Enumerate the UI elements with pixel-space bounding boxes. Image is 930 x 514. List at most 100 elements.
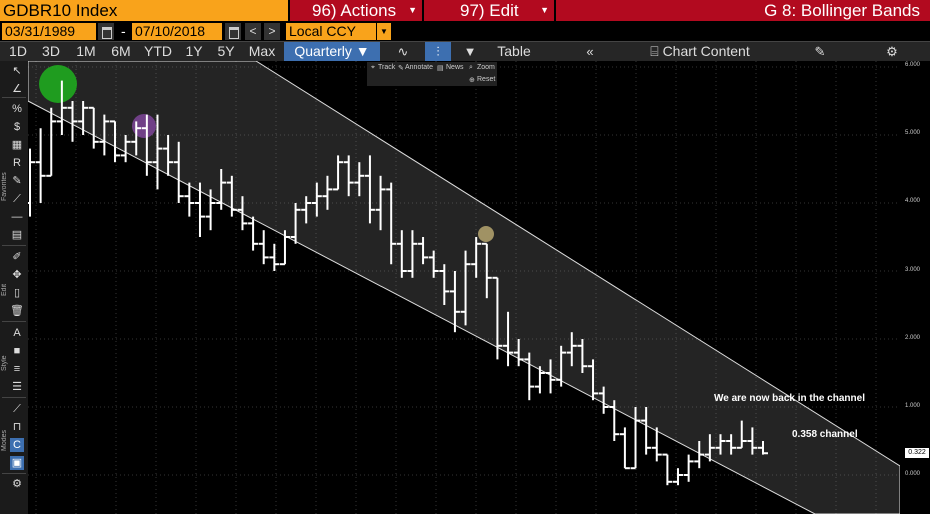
- ohlc-bar: [364, 155, 375, 224]
- copy-icon[interactable]: C: [10, 438, 24, 452]
- highlight-circle-purple: [132, 114, 156, 138]
- ohlc-bar: [99, 114, 110, 156]
- y-axis: 6.000 5.000 4.000 3.000 2.000 1.000 0.00…: [900, 61, 930, 514]
- ohlc-bar: [673, 468, 684, 486]
- bar-chart-icon[interactable]: ⫶: [425, 42, 451, 61]
- chart-content-icon: ⌸: [650, 43, 663, 59]
- news-button[interactable]: News: [446, 64, 464, 71]
- ohlc-bar: [56, 80, 67, 135]
- r-icon[interactable]: R: [13, 157, 21, 169]
- magnet-icon[interactable]: ⊓: [12, 421, 22, 433]
- end-date-input[interactable]: 07/10/2018: [132, 23, 222, 40]
- ohlc-bar: [131, 121, 142, 156]
- style-label: Style: [1, 355, 8, 371]
- left-tool-strip: ↖ ∠ % $ ▦ R ✎ ⟋ — ▤ Favorites ✐ ✥ ▯ 🗑 Ed…: [0, 61, 28, 514]
- grid-icon[interactable]: ▦: [11, 139, 23, 151]
- edit-pencil-icon[interactable]: ✎: [814, 44, 826, 59]
- ohlc-bar: [396, 230, 407, 278]
- dollar-icon[interactable]: $: [13, 121, 21, 133]
- reset-icon[interactable]: ⊕: [469, 77, 475, 84]
- edit-label: Edit: [1, 283, 8, 296]
- ohlc-bar: [545, 359, 556, 394]
- frequency-label: Quarterly: [294, 43, 352, 59]
- edit-menu-button[interactable]: 97) Edit ▼: [424, 0, 554, 21]
- date-bar: 03/31/1989 - 07/10/2018 < > Local CCY ▼: [0, 21, 930, 41]
- zoom-button[interactable]: Zoom: [477, 64, 495, 71]
- actions-menu-button[interactable]: 96) Actions ▼: [290, 0, 422, 21]
- top-bar: GDBR10 Index 96) Actions ▼ 97) Edit ▼ G …: [0, 0, 930, 21]
- news-icon[interactable]: ▤: [437, 65, 444, 72]
- line-chart-icon[interactable]: ∿: [397, 44, 409, 59]
- reset-button[interactable]: Reset: [477, 76, 496, 83]
- last-price-tag: 0.322: [905, 448, 929, 458]
- range-1d-button[interactable]: 1D: [9, 43, 27, 59]
- caret-down-icon: ▼: [355, 43, 370, 59]
- ohlc-bar: [290, 203, 301, 244]
- y-tick: 6.000: [905, 62, 921, 68]
- chevron-right-icon[interactable]: >: [264, 23, 280, 40]
- ohlc-bar: [226, 175, 237, 217]
- track-icon[interactable]: ⌖: [371, 64, 375, 71]
- gear-icon[interactable]: ⚙: [886, 44, 898, 59]
- ohlc-bar: [577, 339, 588, 373]
- range-3d-button[interactable]: 3D: [42, 43, 60, 59]
- move-icon[interactable]: ✥: [12, 269, 22, 281]
- calendar-icon[interactable]: [98, 23, 114, 40]
- trend-icon[interactable]: ⟋: [13, 193, 21, 205]
- gear-icon[interactable]: ⚙: [12, 478, 22, 490]
- ohlc-bar: [418, 237, 429, 265]
- y-tick: 3.000: [905, 267, 921, 273]
- draw-line-icon[interactable]: ∠: [12, 83, 22, 95]
- line-weight-icon[interactable]: ☰: [12, 381, 22, 393]
- percent-icon[interactable]: %: [12, 103, 22, 115]
- y-tick: 1.000: [905, 403, 921, 409]
- pen-icon[interactable]: ✐: [12, 251, 22, 263]
- pointer-icon[interactable]: ↖: [12, 65, 22, 77]
- range-5y-button[interactable]: 5Y: [217, 43, 235, 59]
- trash-icon[interactable]: 🗑: [10, 305, 24, 317]
- ohlc-bar: [651, 427, 662, 462]
- ohlc-bar: [301, 196, 312, 224]
- annotate-button[interactable]: Annotate: [405, 64, 434, 71]
- ohlc-bar: [46, 107, 57, 177]
- brush-icon[interactable]: ✎: [12, 175, 22, 187]
- ohlc-bar: [630, 407, 641, 470]
- price-chart[interactable]: [28, 61, 900, 514]
- chevron-left-icon[interactable]: <: [245, 23, 261, 40]
- track-button[interactable]: Track: [378, 64, 396, 71]
- table-button[interactable]: Table: [497, 43, 531, 59]
- range-1y-button[interactable]: 1Y: [185, 43, 203, 59]
- screen-icon[interactable]: ▣: [10, 456, 24, 470]
- ohlc-bar: [513, 339, 524, 367]
- ruler-icon[interactable]: ⟋: [13, 403, 21, 415]
- double-chevron-left-icon[interactable]: «: [586, 44, 594, 59]
- start-date-input[interactable]: 03/31/1989: [2, 23, 96, 40]
- ohlc-bar: [184, 182, 195, 217]
- ohlc-bar: [237, 196, 248, 231]
- channel-icon[interactable]: ▤: [11, 229, 23, 241]
- frequency-select[interactable]: Quarterly ▼: [284, 42, 380, 61]
- calendar-icon[interactable]: [225, 23, 241, 40]
- range-max-button[interactable]: Max: [248, 43, 276, 59]
- line-style-icon[interactable]: ≡: [13, 363, 21, 375]
- caret-down-icon[interactable]: ▼: [463, 44, 477, 59]
- range-6m-button[interactable]: 6M: [111, 43, 131, 59]
- eraser-icon[interactable]: ▯: [13, 287, 21, 299]
- text-style-icon[interactable]: A: [13, 327, 21, 339]
- chart-content-button[interactable]: ⌸ Chart Content: [644, 42, 756, 61]
- caret-down-icon[interactable]: ▼: [377, 23, 391, 40]
- divider: [2, 245, 26, 246]
- hline-icon[interactable]: —: [11, 211, 23, 223]
- zoom-icon[interactable]: ⌕: [469, 64, 473, 71]
- annotate-icon[interactable]: ✎: [398, 65, 404, 72]
- ohlc-bar: [481, 242, 492, 299]
- ohlc-bar: [609, 400, 620, 441]
- range-1m-button[interactable]: 1M: [76, 43, 96, 59]
- range-ytd-button[interactable]: YTD: [144, 43, 172, 59]
- fill-icon[interactable]: ■: [13, 345, 21, 357]
- ticker-field[interactable]: GDBR10 Index: [0, 0, 288, 21]
- chart-area[interactable]: [28, 61, 900, 514]
- ohlc-bar: [534, 366, 545, 394]
- currency-select[interactable]: Local CCY: [286, 23, 376, 40]
- ohlc-bar: [333, 155, 344, 191]
